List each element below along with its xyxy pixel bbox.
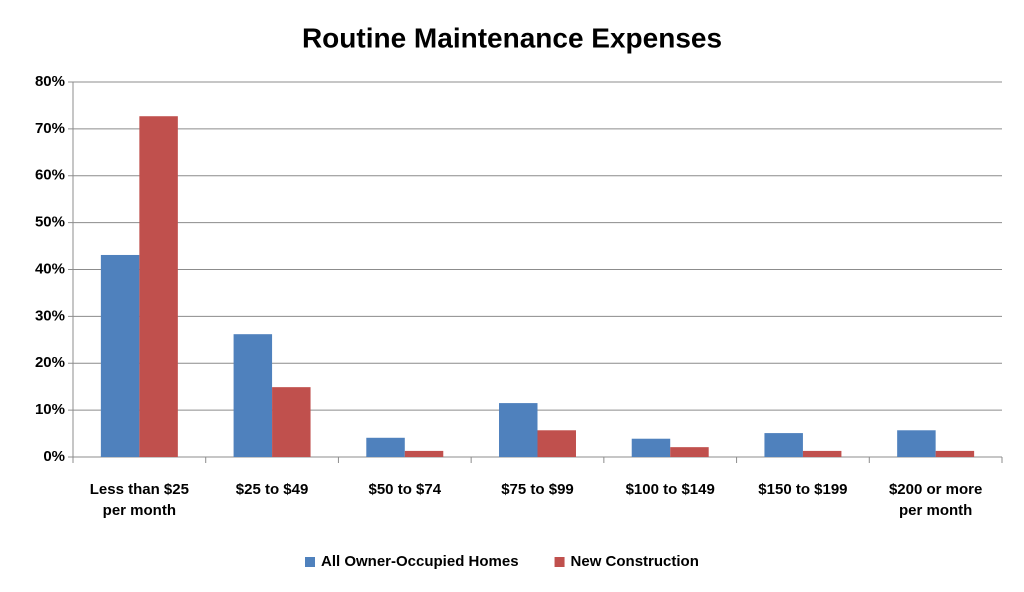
y-tick-label: 30% — [35, 307, 65, 324]
y-tick-label: 0% — [43, 448, 65, 465]
y-tick-label: 70% — [35, 120, 65, 137]
bar — [670, 447, 709, 457]
x-tick-label: $25 to $49 — [235, 481, 309, 498]
bar — [935, 450, 975, 457]
bar — [764, 433, 803, 457]
legend-swatch — [305, 557, 315, 567]
x-tick-label: $100 to $149 — [625, 481, 715, 498]
bar — [897, 430, 936, 457]
x-tick-label: $75 to $99 — [501, 481, 574, 498]
y-tick-label: 80% — [35, 73, 65, 90]
bar — [272, 387, 311, 457]
bar — [233, 334, 273, 457]
y-tick-label: 60% — [35, 167, 65, 184]
legend-label: New Construction — [571, 553, 699, 570]
y-tick-label: 20% — [35, 354, 65, 371]
x-tick-label: $50 to $74 — [368, 481, 442, 498]
legend-swatch — [554, 557, 565, 567]
x-tick-label: $200 or more per month — [888, 481, 983, 519]
bar — [537, 430, 576, 457]
x-tick-label: Less than $25 per month — [89, 481, 189, 519]
bar — [100, 254, 140, 457]
x-tick-label: $150 to $199 — [758, 481, 848, 498]
y-tick-label: 50% — [35, 214, 65, 231]
bar — [404, 450, 444, 457]
bar — [366, 437, 405, 457]
legend-label: All Owner-Occupied Homes — [321, 553, 519, 570]
y-tick-label: 40% — [35, 260, 65, 277]
bar — [139, 116, 178, 457]
y-tick-label: 10% — [35, 401, 65, 418]
bar — [631, 438, 671, 457]
bar — [499, 403, 538, 457]
chart-title: Routine Maintenance Expenses — [302, 22, 722, 53]
bar — [802, 450, 842, 457]
